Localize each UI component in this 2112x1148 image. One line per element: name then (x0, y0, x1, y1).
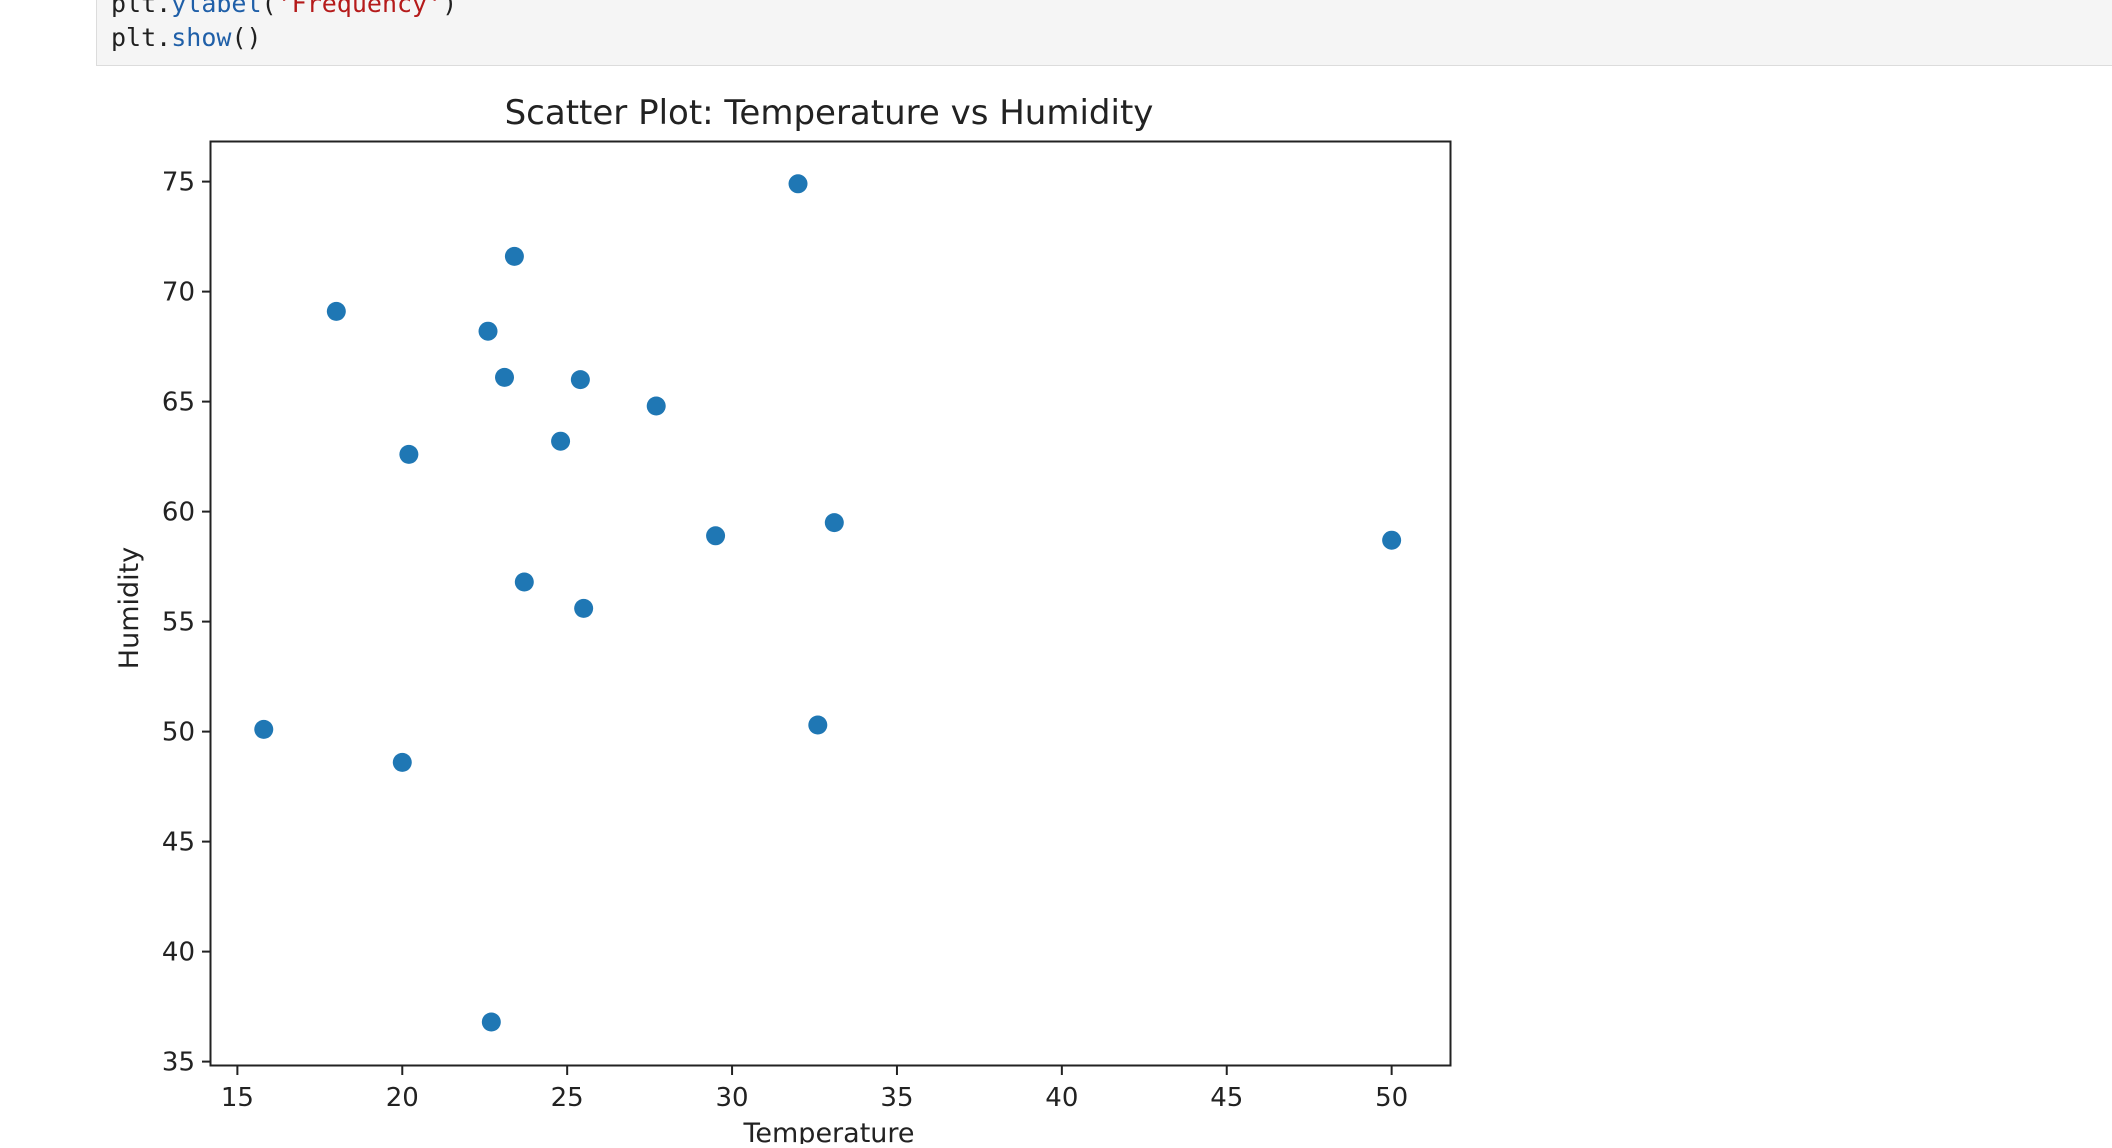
data-point (495, 367, 515, 387)
data-point (478, 321, 498, 341)
data-point (788, 174, 808, 194)
x-tick-label: 40 (1045, 1083, 1078, 1113)
data-point (574, 598, 594, 618)
plot-area (209, 140, 1452, 1067)
y-tick-label: 50 (162, 718, 195, 748)
y-tick-label: 45 (162, 828, 195, 858)
code-token: plt. (111, 0, 172, 18)
axis-ticks: 15 20 25 30 35 40 45 50 35 40 45 50 55 60 65 70 75 (162, 168, 1408, 1113)
x-axis-label: Temperature (742, 1118, 914, 1144)
x-tick-label: 20 (386, 1083, 419, 1113)
y-tick-label: 55 (162, 608, 195, 638)
x-tick-label: 15 (221, 1083, 254, 1113)
x-tick-label: 30 (716, 1083, 749, 1113)
code-token: ( (261, 0, 277, 18)
data-point (514, 572, 534, 592)
data-point (326, 301, 346, 321)
data-point (399, 444, 419, 464)
data-point (570, 370, 590, 390)
code-line-2: plt.show() (111, 23, 262, 53)
data-point (646, 396, 666, 416)
code-token: 'Frequency' (276, 0, 443, 18)
data-point (392, 752, 412, 772)
code-cell[interactable]: plt.ylabel('Frequency') plt.show() (96, 0, 2112, 66)
x-tick-label: 50 (1375, 1083, 1408, 1113)
data-point (481, 1012, 501, 1032)
data-point (254, 719, 274, 739)
y-tick-label: 40 (162, 938, 195, 968)
x-tick-label: 35 (880, 1083, 913, 1113)
code-token: ylabel (171, 0, 262, 18)
y-tick-label: 75 (162, 168, 195, 198)
code-token: () (231, 23, 262, 52)
data-point (551, 431, 571, 451)
code-line-1: plt.ylabel('Frequency') (111, 0, 457, 19)
y-tick-label: 70 (162, 278, 195, 308)
y-tick-label: 35 (162, 1048, 195, 1078)
code-token: ) (442, 0, 458, 18)
code-token: show (171, 23, 232, 52)
data-point (1382, 530, 1402, 550)
data-point (706, 526, 726, 546)
data-point (504, 246, 524, 266)
y-tick-label: 65 (162, 388, 195, 418)
data-point (824, 513, 844, 533)
scatter-chart: Scatter Plot: Temperature vs Humidity Hu… (114, 93, 1452, 1148)
y-axis-label: Humidity (114, 547, 145, 669)
chart-title: Scatter Plot: Temperature vs Humidity (505, 93, 1154, 133)
x-tick-label: 45 (1210, 1083, 1243, 1113)
x-tick-label: 25 (551, 1083, 584, 1113)
code-token: plt. (111, 23, 172, 52)
data-points (254, 174, 1402, 1032)
y-tick-label: 60 (162, 498, 195, 528)
cell-output: Scatter Plot: Temperature vs Humidity Hu… (96, 80, 1496, 1148)
data-point (808, 715, 828, 735)
